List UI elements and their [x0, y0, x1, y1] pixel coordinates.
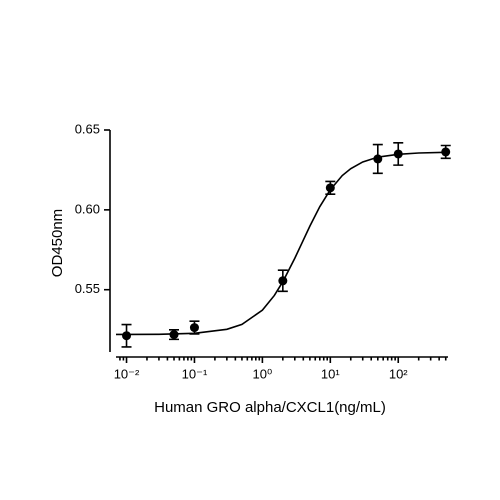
y-tick-label: 0.60 [75, 201, 100, 216]
x-tick-label: 10⁰ [253, 366, 273, 381]
data-point [169, 330, 179, 340]
data-point [189, 323, 199, 333]
x-tick-label: 10⁻² [114, 366, 140, 381]
data-point [393, 149, 403, 159]
x-tick-label: 10¹ [321, 366, 340, 381]
data-point [325, 183, 335, 193]
fit-curve [116, 151, 446, 336]
x-tick-label: 10⁻¹ [182, 366, 208, 381]
x-tick-label: 10² [389, 366, 408, 381]
y-axis-label: OD450nm [49, 209, 66, 277]
y-tick-label: 0.65 [75, 121, 100, 136]
y-tick-label: 0.55 [75, 281, 100, 296]
data-point [441, 147, 451, 157]
data-point [278, 276, 288, 286]
data-point [122, 331, 132, 341]
data-point [373, 154, 383, 164]
x-axis-label: Human GRO alpha/CXCL1(ng/mL) [154, 399, 386, 416]
